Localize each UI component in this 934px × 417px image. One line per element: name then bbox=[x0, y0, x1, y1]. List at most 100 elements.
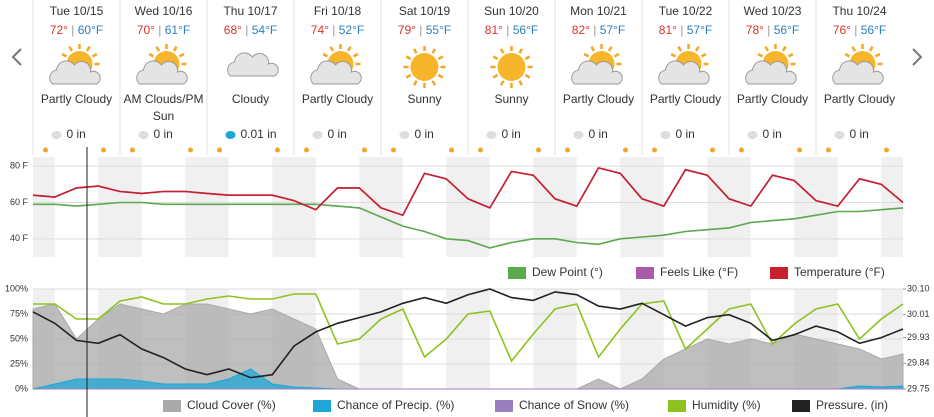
night-band bbox=[207, 157, 229, 257]
precip: 0 in bbox=[328, 127, 347, 141]
drop-icon bbox=[573, 131, 584, 139]
sun-ray bbox=[518, 80, 524, 86]
drop-icon bbox=[834, 131, 845, 139]
drop-icon bbox=[225, 131, 236, 139]
night-band bbox=[707, 157, 729, 257]
temps: 76° | 56°F bbox=[833, 23, 886, 37]
precip: 0 in bbox=[415, 127, 434, 141]
cloud bbox=[49, 60, 101, 85]
sun-ray bbox=[68, 46, 74, 52]
y-tick-label: 0% bbox=[15, 383, 28, 393]
sun-ray bbox=[764, 46, 770, 52]
condition: Partly Cloudy bbox=[650, 92, 721, 106]
cloud bbox=[227, 52, 279, 77]
temps: 81° | 56°F bbox=[485, 23, 538, 37]
sun-ray bbox=[405, 73, 412, 79]
high-temp: 74° bbox=[311, 23, 329, 37]
next-arrow[interactable] bbox=[912, 48, 923, 66]
sunset bbox=[710, 147, 715, 153]
low-temp: 56°F bbox=[774, 23, 799, 37]
legend-swatch bbox=[495, 400, 513, 412]
y-tick-label: 50% bbox=[10, 333, 28, 343]
sun-ray bbox=[590, 46, 596, 52]
night-band bbox=[794, 157, 816, 257]
day-date: Thu 10/24 bbox=[832, 4, 886, 18]
condition: AM Clouds/PM Sun bbox=[123, 92, 203, 123]
high-temp: 76° bbox=[833, 23, 851, 37]
condition: Partly Cloudy bbox=[737, 92, 808, 106]
day-date: Tue 10/22 bbox=[659, 4, 713, 18]
high-temp: 81° bbox=[485, 23, 503, 37]
sun-ray bbox=[524, 55, 531, 61]
sun-ray bbox=[524, 73, 531, 79]
night-band bbox=[468, 157, 490, 257]
precip: 0 in bbox=[67, 127, 86, 141]
night-band bbox=[555, 157, 577, 257]
prev-arrow[interactable] bbox=[11, 48, 22, 66]
sunrise bbox=[304, 147, 309, 153]
condition: Partly Cloudy bbox=[824, 92, 895, 106]
sun-ray bbox=[868, 46, 874, 52]
legend-swatch bbox=[313, 400, 331, 412]
sun-ray bbox=[518, 48, 524, 54]
precip: 0 in bbox=[502, 127, 521, 141]
sunrise bbox=[826, 147, 831, 153]
legend-swatch bbox=[636, 267, 654, 279]
sun-ray bbox=[670, 52, 677, 58]
line bbox=[32, 288, 904, 379]
night-band bbox=[185, 157, 207, 257]
cloud bbox=[745, 60, 797, 85]
night-band bbox=[120, 157, 142, 257]
low-temp: 61°F bbox=[165, 23, 190, 37]
temps: 78° | 56°F bbox=[746, 23, 799, 37]
sun-ray bbox=[178, 52, 185, 58]
sun-ray bbox=[352, 52, 359, 58]
low-temp: 56°F bbox=[513, 23, 538, 37]
precip: 0 in bbox=[589, 127, 608, 141]
legend-swatch bbox=[163, 400, 181, 412]
sun-ray bbox=[700, 52, 707, 58]
sun-ray bbox=[851, 46, 857, 52]
sun bbox=[497, 53, 526, 81]
sun-ray bbox=[613, 52, 620, 58]
legend-swatch bbox=[668, 400, 686, 412]
sunset bbox=[797, 147, 802, 153]
sun-ray bbox=[437, 55, 444, 61]
sunset bbox=[362, 147, 367, 153]
condition: Partly Cloudy bbox=[302, 92, 373, 106]
sun-ray bbox=[329, 46, 335, 52]
temps: 70° | 61°F bbox=[137, 23, 190, 37]
sun-ray bbox=[148, 52, 155, 58]
cloud bbox=[310, 60, 362, 85]
night-band bbox=[98, 157, 120, 257]
temps: 72° | 60°F bbox=[50, 23, 103, 37]
high-temp: 82° bbox=[572, 23, 590, 37]
sunrise bbox=[478, 147, 483, 153]
temps: 81° | 57°F bbox=[659, 23, 712, 37]
sunrise bbox=[43, 147, 48, 153]
y-tick-label: 60 F bbox=[10, 197, 29, 207]
high-temp: 79° bbox=[398, 23, 416, 37]
day-date: Wed 10/16 bbox=[135, 4, 193, 18]
legend-label: Cloud Cover (%) bbox=[187, 398, 276, 412]
day-date: Fri 10/18 bbox=[314, 4, 362, 18]
sun-ray bbox=[85, 46, 91, 52]
sun-ray bbox=[155, 46, 161, 52]
night-band bbox=[272, 157, 294, 257]
sunrise bbox=[130, 147, 135, 153]
legend-swatch bbox=[770, 267, 788, 279]
legend-label: Humidity (%) bbox=[692, 398, 761, 412]
low-temp: 52°F bbox=[339, 23, 364, 37]
drop-icon bbox=[312, 131, 323, 139]
y2-tick-label: 30.01 bbox=[907, 309, 930, 319]
precip: 0 in bbox=[763, 127, 782, 141]
precip: 0 in bbox=[154, 127, 173, 141]
sunset bbox=[101, 147, 106, 153]
night-band bbox=[33, 157, 55, 257]
sun-ray bbox=[492, 73, 499, 79]
sun-ray bbox=[874, 52, 881, 58]
sun-ray bbox=[499, 48, 505, 54]
y2-tick-label: 30.10 bbox=[907, 283, 930, 293]
night-band bbox=[359, 157, 381, 257]
